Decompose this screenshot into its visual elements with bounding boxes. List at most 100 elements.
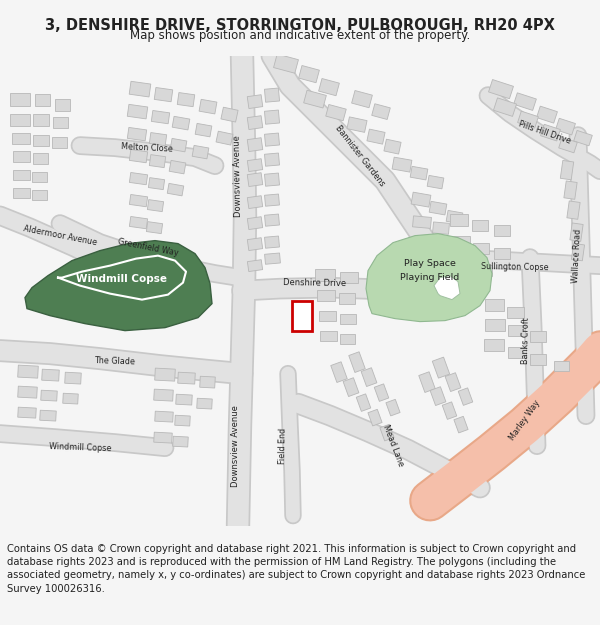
Text: Aldermoor Avenue: Aldermoor Avenue: [22, 224, 98, 247]
Bar: [33, 152, 48, 164]
Bar: [574, 131, 592, 146]
Bar: [454, 416, 468, 433]
Bar: [392, 157, 412, 172]
Text: Map shows position and indicative extent of the property.: Map shows position and indicative extent…: [130, 29, 470, 42]
Bar: [247, 173, 263, 186]
Bar: [488, 79, 514, 99]
Bar: [570, 223, 583, 241]
Bar: [473, 242, 489, 254]
Text: Windmill Copse: Windmill Copse: [49, 442, 111, 453]
Bar: [331, 362, 347, 382]
Bar: [176, 394, 192, 405]
Bar: [63, 393, 78, 404]
Bar: [170, 138, 187, 152]
Bar: [247, 238, 263, 251]
Bar: [13, 169, 30, 179]
Bar: [172, 116, 190, 130]
Bar: [169, 161, 186, 174]
Bar: [455, 259, 472, 271]
Text: Marley Way: Marley Way: [508, 399, 542, 442]
Bar: [154, 389, 173, 401]
Text: Wallace Road: Wallace Road: [571, 228, 583, 283]
Bar: [265, 88, 280, 102]
Bar: [155, 368, 175, 381]
Bar: [53, 117, 68, 128]
Bar: [32, 189, 47, 199]
Bar: [556, 118, 575, 135]
Bar: [65, 372, 81, 384]
Bar: [352, 91, 373, 108]
Text: Banks Croft: Banks Croft: [521, 318, 531, 364]
Bar: [265, 110, 280, 124]
Bar: [247, 196, 263, 209]
Bar: [304, 90, 326, 108]
Bar: [507, 307, 524, 318]
Bar: [433, 222, 449, 234]
Bar: [494, 248, 510, 259]
Bar: [40, 410, 56, 421]
Bar: [13, 188, 30, 198]
Text: Downsview Avenue: Downsview Avenue: [233, 134, 243, 217]
Bar: [151, 111, 170, 124]
Bar: [560, 161, 574, 180]
Bar: [419, 372, 435, 392]
Bar: [386, 399, 400, 416]
Bar: [55, 99, 70, 111]
Bar: [484, 339, 504, 351]
Bar: [368, 409, 382, 426]
Bar: [292, 301, 312, 331]
Bar: [395, 278, 412, 295]
Bar: [518, 111, 538, 128]
Text: Denshire Drive: Denshire Drive: [283, 278, 347, 288]
Bar: [265, 153, 280, 166]
Bar: [18, 407, 36, 418]
Bar: [149, 154, 166, 168]
Bar: [130, 216, 148, 229]
Text: Playing Field: Playing Field: [400, 273, 460, 282]
Bar: [367, 129, 385, 144]
Text: Sullington Copse: Sullington Copse: [481, 261, 549, 272]
Bar: [265, 253, 280, 264]
Text: The Glade: The Glade: [94, 356, 136, 367]
Bar: [372, 104, 390, 119]
Bar: [319, 79, 340, 96]
Bar: [247, 116, 263, 129]
Bar: [343, 378, 359, 396]
Bar: [429, 201, 447, 215]
Bar: [127, 104, 148, 119]
Bar: [494, 224, 510, 236]
Bar: [17, 365, 38, 378]
Bar: [200, 376, 215, 388]
Text: Mead Lane: Mead Lane: [381, 424, 405, 468]
Polygon shape: [366, 234, 492, 322]
Bar: [148, 199, 164, 212]
Bar: [197, 398, 212, 409]
Text: Windmill Copse: Windmill Copse: [77, 274, 167, 284]
Text: Melton Close: Melton Close: [121, 142, 173, 154]
Polygon shape: [434, 276, 460, 299]
Bar: [10, 114, 30, 126]
Bar: [192, 146, 209, 159]
Bar: [559, 138, 577, 153]
Bar: [567, 201, 580, 219]
Bar: [472, 219, 488, 231]
Bar: [247, 260, 263, 271]
Bar: [247, 217, 263, 229]
Bar: [177, 92, 195, 107]
Bar: [265, 194, 280, 206]
Text: Pills Hill Drive: Pills Hill Drive: [518, 119, 572, 146]
Bar: [33, 134, 49, 146]
Bar: [173, 436, 188, 447]
Bar: [10, 92, 30, 106]
Bar: [376, 294, 391, 310]
Bar: [130, 149, 148, 162]
Bar: [216, 131, 233, 145]
Bar: [514, 93, 536, 111]
Bar: [411, 192, 431, 207]
Bar: [18, 386, 37, 398]
Bar: [427, 176, 444, 189]
Bar: [154, 432, 172, 443]
Bar: [410, 166, 428, 180]
Bar: [221, 107, 238, 122]
Bar: [432, 357, 450, 378]
